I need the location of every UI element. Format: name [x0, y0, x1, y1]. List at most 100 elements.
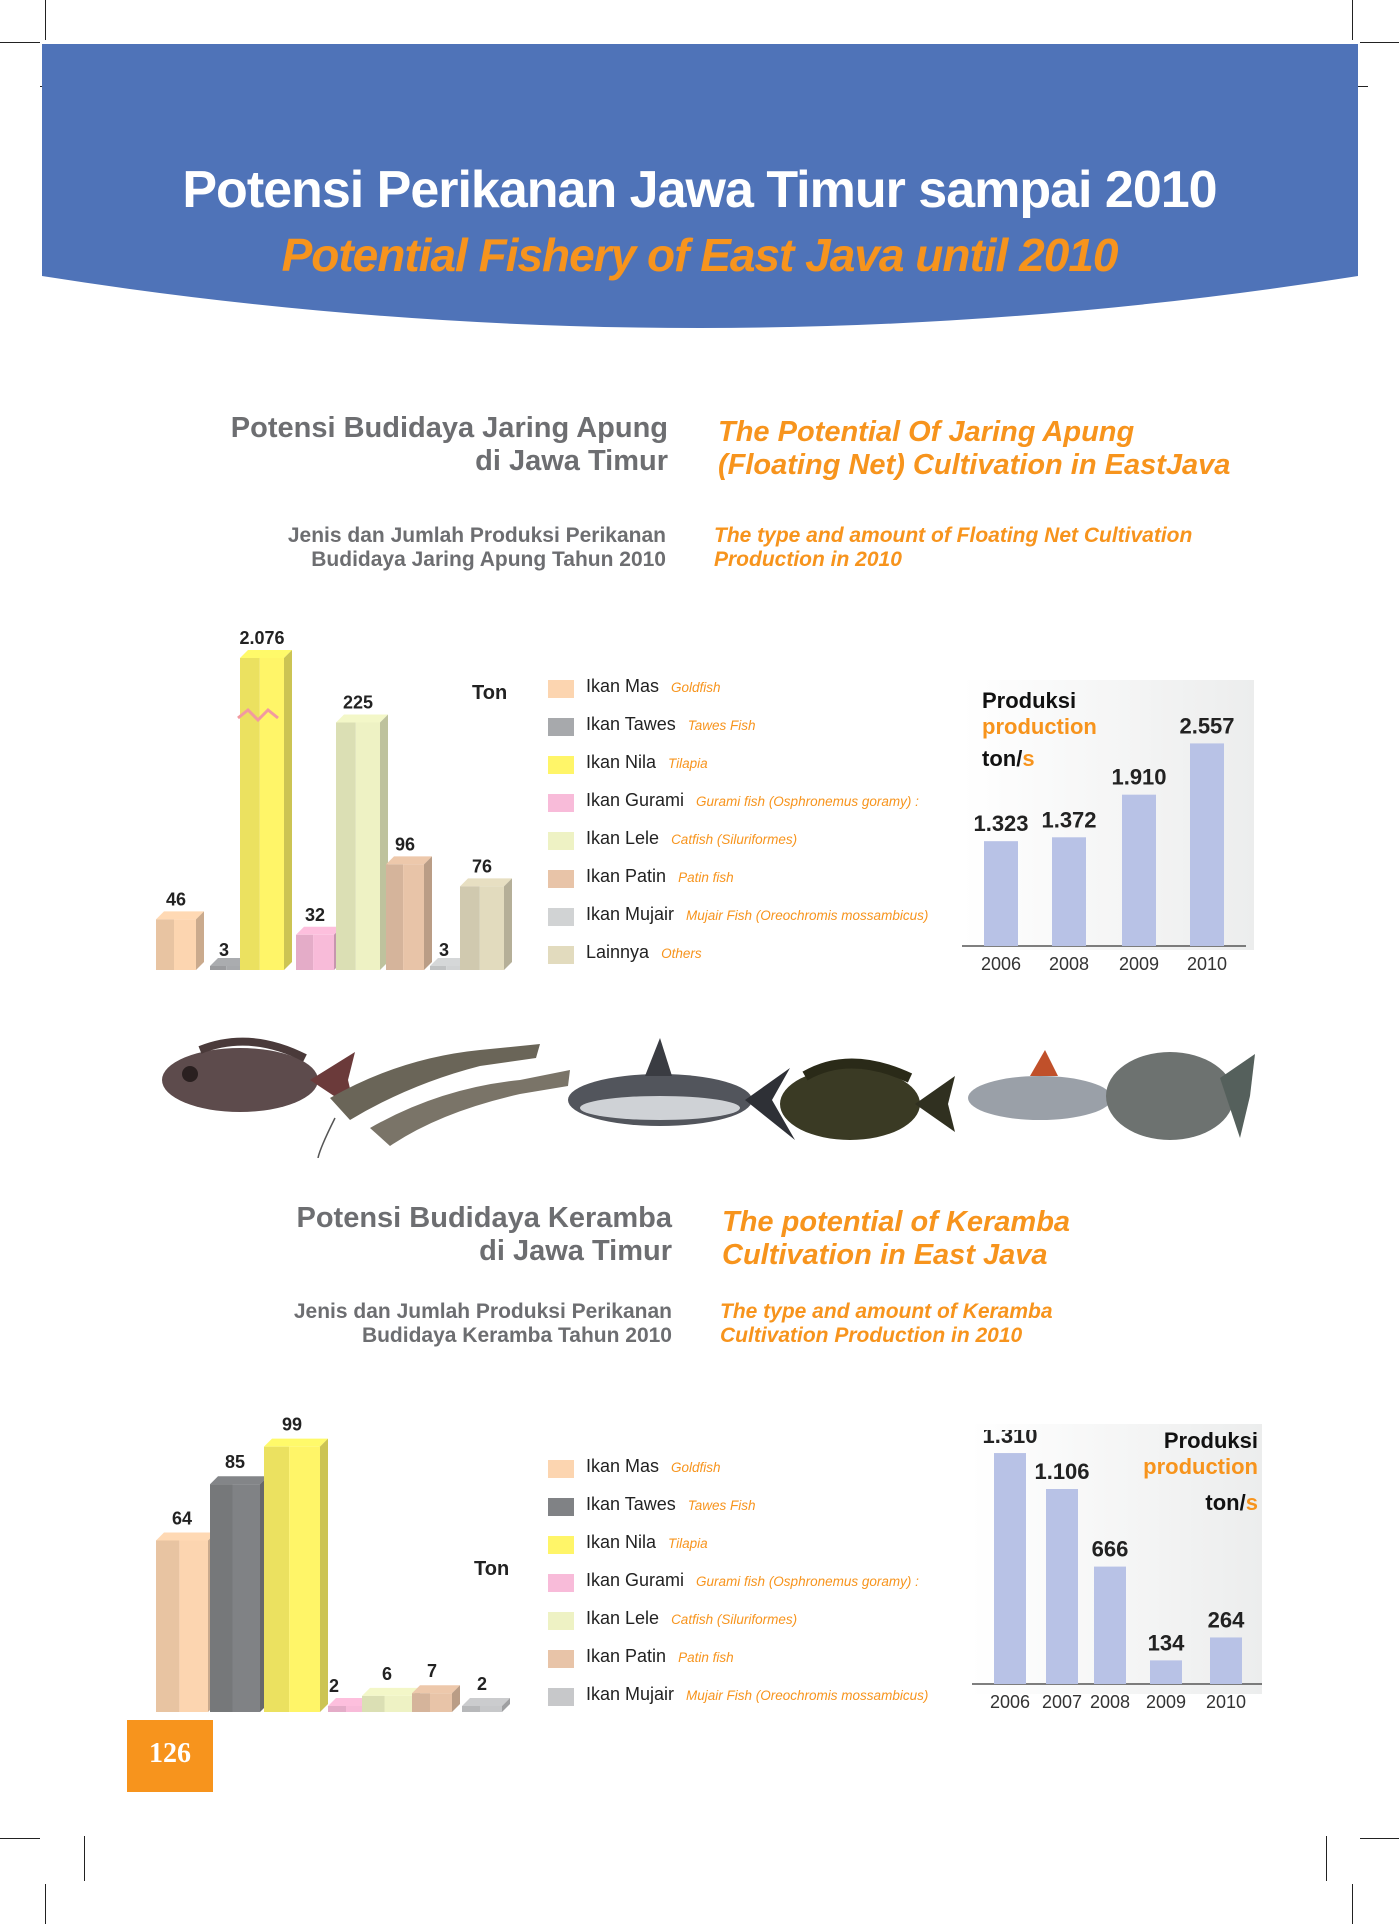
bar-ikan-tawes-front — [232, 1484, 260, 1712]
legend-label-id: Ikan Lele — [586, 828, 660, 848]
bar-ikan-tawes — [210, 1476, 268, 1712]
production-year-label: 2010 — [1206, 1692, 1246, 1712]
bar-ikan-lele — [362, 1687, 420, 1712]
keramba-species-chart: 64 85 99 2 6 7 2 — [156, 1415, 510, 1712]
bar-ikan-lele-front — [384, 1695, 412, 1712]
fish-photo-strip — [162, 1037, 1255, 1158]
legend-label-en: Patin fish — [678, 1650, 734, 1665]
banner-shape — [42, 44, 1358, 328]
bar-ikan-mas — [156, 911, 204, 970]
legend-label: Ikan Nila Tilapia — [586, 752, 708, 773]
floating-net-species-chart: 46 3 2.076 32 225 96 3 76 — [156, 628, 512, 970]
production-bar-2007 — [1046, 1489, 1078, 1684]
value-label: 76 — [472, 856, 492, 876]
section2-sub-id: Jenis dan Jumlah Produksi Perikanan Budi… — [180, 1300, 672, 1348]
bar-ikan-patin-front — [430, 1693, 452, 1712]
legend-swatch — [548, 870, 574, 888]
section2-sub-en: The type and amount of Keramba Cultivati… — [720, 1300, 1280, 1348]
bar-ikan-mujair-side — [462, 1706, 480, 1712]
bar-ikan-tawes-top — [210, 1476, 268, 1485]
legend-label-id: Ikan Nila — [586, 752, 657, 772]
legend-label: Ikan Mujair Mujair Fish (Oreochromis moss… — [586, 1684, 928, 1705]
legend-label-id: Ikan Patin — [586, 1646, 667, 1666]
section1-heading-en: The Potential Of Jaring Apung (Floating … — [718, 416, 1278, 483]
bar-ikan-mujair-side — [430, 966, 447, 970]
legend-label: Ikan Gurami Gurami fish (Osphronemus gora… — [586, 790, 919, 811]
legend-label-id: Lainnya — [586, 942, 650, 962]
section1-production-label-en: production — [982, 714, 1097, 739]
section2-heading-id-line2: di Jawa Timur — [479, 1235, 672, 1268]
gurami-fish-image — [1106, 1052, 1255, 1140]
value-label: 3 — [219, 940, 229, 960]
bar-ikan-patin-front — [403, 864, 424, 970]
bar-ikan-nila — [264, 1438, 328, 1712]
unit-s: s — [1022, 746, 1035, 771]
value-label: 32 — [305, 905, 325, 925]
section1-sub-id: Jenis dan Jumlah Produksi Perikanan Budi… — [180, 524, 666, 572]
production-bar-2009 — [1150, 1660, 1182, 1684]
bar-ikan-patin-top — [412, 1685, 460, 1694]
section1-production-unit: ton/s — [982, 746, 1035, 772]
crop-mark — [1360, 1838, 1399, 1839]
legend-label-id: Ikan Mas — [586, 1456, 660, 1476]
section1-heading-id: Potensi Budidaya Jaring Apung di Jawa Ti… — [180, 412, 668, 479]
value-label: 99 — [282, 1415, 302, 1435]
legend-label-en: Tawes Fish — [687, 718, 756, 733]
tilapia-image — [162, 1037, 355, 1112]
bar-ikan-nila-top — [264, 1438, 328, 1447]
value-label: 64 — [172, 1508, 192, 1528]
legend-swatch — [548, 794, 574, 812]
crop-mark — [1326, 1836, 1327, 1881]
legend-label: Ikan Mujair Mujair Fish (Oreochromis moss… — [586, 904, 928, 925]
legend-label-en: Mujair Fish (Oreochromis mossambicus) — [686, 1688, 929, 1703]
bar-ikan-nila-side — [240, 658, 260, 970]
bar-ikan-nila-depth — [320, 1438, 328, 1712]
bar-ikan-patin-side — [386, 864, 404, 970]
section2-heading-en-line1: The potential of Keramba — [722, 1206, 1071, 1238]
legend-label-en: Gurami fish (Osphronemus goramy) : — [696, 794, 919, 809]
section1-sub-en-line2: Production in 2010 — [714, 548, 902, 572]
production-value-label: 666 — [1092, 1537, 1129, 1562]
section2-heading-en-line2: Cultivation in East Java — [722, 1239, 1048, 1272]
section2-legend: Ikan Mas Goldfish Ikan Tawes Tawes Fish Ikan… — [548, 1456, 968, 1716]
section2-heading-en: The potential of Keramba Cultivation in … — [722, 1206, 1282, 1273]
bar-ikan-gurami-front — [313, 934, 334, 970]
legend-swatch — [548, 680, 574, 698]
legend-swatch — [548, 946, 574, 964]
legend-label-id: Ikan Lele — [586, 1608, 660, 1628]
bar-ikan-lele-front — [355, 722, 380, 970]
legend-label-en: Tilapia — [668, 1536, 708, 1551]
bar-ikan-patin-top — [386, 856, 432, 865]
value-label: 7 — [427, 1661, 437, 1681]
legend-label-id: Ikan Mujair — [586, 904, 675, 924]
section2-production-label-id: Produksi — [1163, 1428, 1258, 1453]
bar-ikan-gurami — [296, 926, 342, 970]
unit-ton: ton/ — [982, 746, 1023, 771]
bar-ikan-lele-top — [362, 1687, 420, 1696]
value-label: 3 — [439, 940, 449, 960]
crop-mark — [1352, 1884, 1353, 1924]
legend-label-en: Others — [661, 946, 702, 961]
value-label: 85 — [225, 1452, 245, 1472]
bar-ikan-mujair-depth — [502, 1698, 510, 1712]
production-value-label: 2.557 — [1179, 713, 1234, 738]
legend-swatch — [548, 1574, 574, 1592]
legend-label-id: Ikan Gurami — [586, 790, 685, 810]
section2-production-label-en: production — [1143, 1454, 1258, 1479]
value-label: 96 — [395, 834, 415, 854]
section1-heading-en-line2: (Floating Net) Cultivation in EastJava — [718, 449, 1231, 482]
legend-label-id: Ikan Patin — [586, 866, 667, 886]
legend-swatch — [548, 1612, 574, 1630]
production-bar-2010 — [1210, 1637, 1242, 1684]
bar-ikan-mujair-front — [480, 1706, 502, 1712]
bar-lainnya-side — [460, 886, 480, 970]
value-label: 225 — [343, 693, 373, 713]
bar-ikan-mujair-top — [462, 1698, 510, 1706]
legend-swatch — [548, 908, 574, 926]
section1-sub-en-line1: The type and amount of Floating Net Cult… — [714, 524, 1193, 547]
legend-label: Ikan Tawes Tawes Fish — [586, 714, 756, 735]
legend-label: Ikan Gurami Gurami fish (Osphronemus gora… — [586, 1570, 919, 1591]
legend-label: Ikan Mas Goldfish — [586, 1456, 721, 1477]
bar-ikan-patin-depth — [452, 1685, 460, 1712]
bar-ikan-lele-top — [336, 714, 388, 723]
